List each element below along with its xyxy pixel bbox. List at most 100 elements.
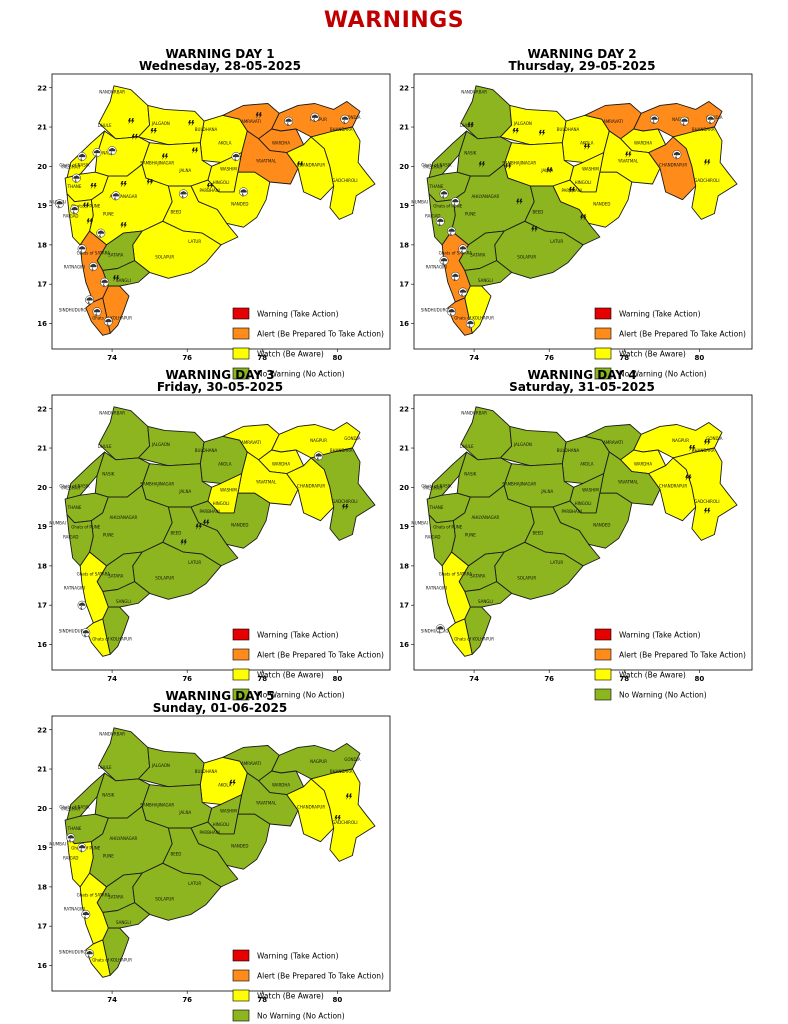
lightning-icon (538, 129, 546, 137)
district-regions (64, 727, 376, 978)
hazard-icons (435, 114, 716, 329)
thunderstorm-icon (85, 949, 95, 959)
lightning-icon (188, 120, 195, 127)
y-tick-label: 18 (37, 562, 47, 570)
legend-swatch-green (232, 1009, 250, 1022)
x-tick-label: 76 (544, 675, 554, 683)
legend-swatch-red (594, 628, 612, 641)
hazard-icons (55, 112, 350, 327)
district-label: LATUR (550, 560, 563, 565)
district-label: PUNE (465, 211, 476, 216)
district-label: SOLAPUR (155, 576, 174, 581)
lightning-icon (120, 222, 127, 229)
district-label: NANDURBAR (99, 411, 125, 416)
district-label: NANDED (593, 523, 610, 528)
district-label: AHILYANAGAR (110, 836, 138, 841)
district-label: BHANDARA (692, 448, 715, 453)
district-label: Ghats of SATARA (77, 251, 111, 256)
region-gadchiroli (672, 126, 738, 220)
lightning-icon (195, 523, 202, 530)
district-label: PARBHANI (562, 188, 582, 193)
lightning-icon (203, 519, 210, 526)
panel-heading: WARNING DAY 3 (165, 368, 275, 382)
district-label: JALNA (178, 168, 191, 173)
thunderstorm-icon (81, 909, 91, 920)
district-label: HINGOLI (575, 180, 592, 185)
legend-swatch-red (232, 628, 250, 641)
district-label: BHANDARA (330, 769, 353, 774)
district-label: RAIGAD (425, 213, 440, 218)
x-tick-label: 74 (107, 996, 117, 1004)
legend-label: Warning (Take Action) (257, 952, 339, 961)
thunderstorm-icon (71, 173, 81, 184)
district-label: DHULE (98, 444, 112, 449)
district-label: SINDHUDURG (59, 308, 87, 313)
thunderstorm-icon (239, 187, 248, 197)
district-label: NAGPUR (310, 117, 327, 122)
thunderstorm-icon (178, 189, 188, 199)
district-label: SANGLI (116, 599, 131, 604)
y-tick-label: 19 (37, 202, 47, 210)
legend-label: Watch (Be Aware) (257, 671, 324, 680)
district-label: NAGPUR (672, 438, 689, 443)
lightning-icon (146, 179, 154, 186)
thunderstorm-icon (649, 114, 659, 125)
district-label: PARBHANI (200, 830, 220, 835)
lightning-icon (546, 167, 553, 174)
district-label: CHANDRAPUR (659, 483, 687, 488)
thunderstorm-icon (66, 833, 76, 843)
panel-date: Wednesday, 28-05-2025 (138, 59, 302, 73)
legend: Warning (Take Action) Alert (Be Prepared … (232, 949, 384, 1022)
district-label: GADCHIROLI (694, 499, 719, 504)
lightning-icon (82, 202, 90, 209)
district-label: THANE (67, 505, 82, 510)
thunderstorm-icon (100, 277, 110, 288)
district-label: YAVATMAL (617, 158, 639, 163)
district-label: NANDURBAR (99, 90, 125, 95)
y-tick-label: 19 (399, 202, 409, 210)
district-label: SAMBHAJINAGAR (502, 160, 536, 165)
y-tick-label: 18 (37, 241, 47, 249)
district-label: NANDURBAR (99, 732, 125, 737)
district-label: NANDURBAR (461, 411, 487, 416)
legend-swatch-green (232, 367, 250, 380)
district-label: WASHIM (220, 808, 237, 813)
district-label: Ghats of KOLHAPUR (454, 316, 494, 321)
district-label: WASHIM (220, 166, 237, 171)
district-label: YAVATMAL (255, 158, 277, 163)
district-label: THANE (67, 184, 82, 189)
district-label: NASIK (102, 472, 114, 477)
y-tick-label: 17 (37, 602, 47, 610)
lightning-icon (112, 275, 120, 282)
y-tick-label: 18 (399, 562, 409, 570)
district-label: JALNA (178, 489, 191, 494)
district-label: AKOLA (218, 462, 232, 467)
district-label: AMRAVATI (241, 761, 261, 766)
district-label: GADCHIROLI (694, 178, 719, 183)
legend: Warning (Take Action) Alert (Be Prepared … (594, 628, 746, 701)
legend-swatch-orange (594, 327, 612, 340)
district-label: MUMBAI (411, 200, 428, 205)
district-label: SATARA (108, 253, 124, 258)
district-label: PARBHANI (200, 188, 220, 193)
region-gadchiroli (310, 768, 376, 862)
district-regions (426, 406, 738, 657)
lightning-icon (131, 133, 139, 141)
panel-heading: WARNING DAY 1 (165, 47, 275, 61)
y-tick-label: 16 (399, 320, 409, 328)
district-label: PALGHAR (61, 164, 80, 169)
district-label: Ghats of PUNE (71, 525, 100, 530)
district-label: RATNAGIRI (64, 586, 85, 591)
legend-swatch-orange (594, 648, 612, 661)
district-label: THANE (67, 826, 82, 831)
x-tick-label: 76 (182, 675, 192, 683)
region-gadchiroli (672, 447, 738, 541)
thunderstorm-icon (340, 114, 350, 125)
legend-swatch-yellow (232, 347, 250, 360)
district-label: SAMBHAJINAGAR (140, 160, 174, 165)
thunderstorm-icon (77, 244, 87, 254)
district-label: SOLAPUR (517, 576, 536, 581)
district-label: NANDED (231, 844, 248, 849)
district-label: AMRAVATI (603, 440, 623, 445)
district-label: NAGPUR (310, 438, 327, 443)
